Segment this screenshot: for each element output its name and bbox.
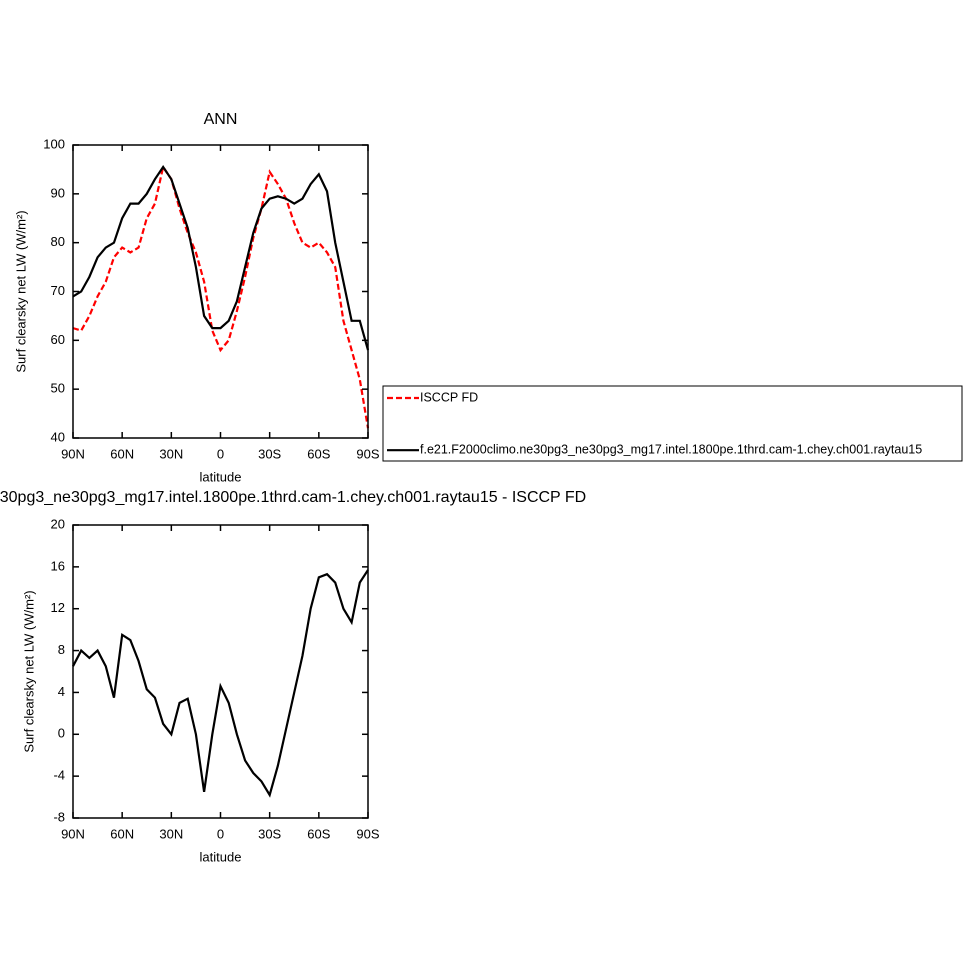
plot-frame xyxy=(72,144,369,439)
y-tick-label: 50 xyxy=(51,381,65,396)
x-tick-label: 60S xyxy=(307,826,330,841)
x-axis-label: latitude xyxy=(200,849,242,864)
data-line xyxy=(72,165,370,351)
x-tick-label: 30S xyxy=(258,446,281,461)
y-tick-label: 8 xyxy=(58,642,65,657)
y-tick-label: 12 xyxy=(51,600,65,615)
x-tick-label: 60N xyxy=(110,446,134,461)
x-tick-label: 90S xyxy=(356,446,379,461)
chart-title: f.e21.F2000climo.ne30pg3_ne30pg3_mg17.in… xyxy=(0,489,586,506)
x-tick-label: 90N xyxy=(61,826,85,841)
data-line xyxy=(72,569,369,798)
data-line xyxy=(72,164,370,429)
x-tick-label: 60S xyxy=(307,446,330,461)
y-tick-label: 0 xyxy=(58,726,65,741)
chart-title: ANN xyxy=(204,111,238,128)
y-tick-label: 20 xyxy=(51,516,65,531)
y-tick-label: 90 xyxy=(51,185,65,200)
y-tick-label: 100 xyxy=(43,136,65,151)
x-tick-label: 90N xyxy=(61,446,85,461)
x-axis-label: latitude xyxy=(200,469,242,484)
y-tick-label: -8 xyxy=(53,809,65,824)
legend-label: ISCCP FD xyxy=(420,390,478,404)
legend-label: f.e21.F2000climo.ne30pg3_ne30pg3_mg17.in… xyxy=(420,442,922,456)
x-tick-label: 60N xyxy=(110,826,134,841)
x-tick-label: 30N xyxy=(159,446,183,461)
x-tick-label: 30N xyxy=(159,826,183,841)
y-axis-label: Surf clearsky net LW (W/m²) xyxy=(13,210,28,372)
y-tick-label: 16 xyxy=(51,558,65,573)
y-tick-label: 60 xyxy=(51,332,65,347)
y-tick-label: -4 xyxy=(53,768,65,783)
x-tick-label: 0 xyxy=(217,446,224,461)
y-tick-label: 80 xyxy=(51,234,65,249)
y-tick-label: 40 xyxy=(51,429,65,444)
legend-box xyxy=(382,385,963,462)
y-tick-label: 4 xyxy=(58,684,65,699)
y-axis-label: Surf clearsky net LW (W/m²) xyxy=(21,590,36,752)
y-tick-label: 70 xyxy=(51,283,65,298)
x-tick-label: 30S xyxy=(258,826,281,841)
x-tick-label: 90S xyxy=(356,826,379,841)
x-tick-label: 0 xyxy=(217,826,224,841)
